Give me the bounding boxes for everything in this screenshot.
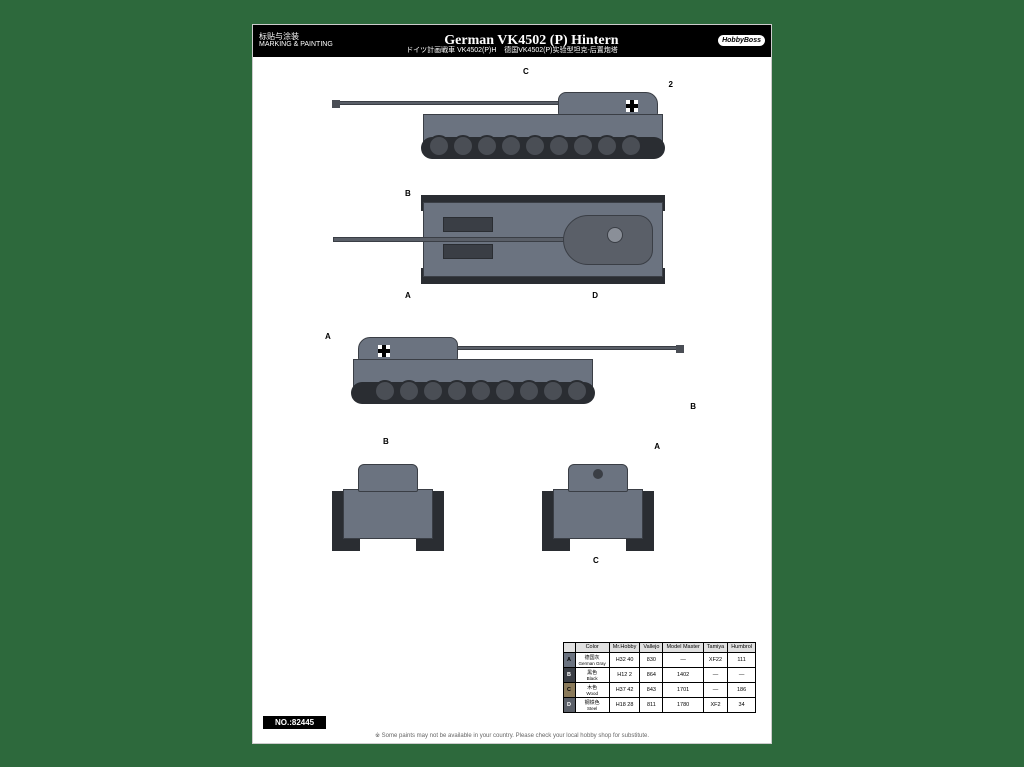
mrhobby-code: H18 28: [609, 697, 640, 712]
mm-code: 1701: [663, 682, 703, 697]
balkenkreuz-icon: [626, 100, 638, 112]
vallejo-code: 864: [640, 667, 663, 682]
side-view-right: [333, 317, 683, 412]
color-name: 钢铁色Steel: [575, 697, 609, 712]
tamiya-code: XF2: [703, 697, 727, 712]
tamiya-code: —: [703, 682, 727, 697]
color-name: 黑色Black: [575, 667, 609, 682]
col-mrhobby: Mr.Hobby: [609, 642, 640, 652]
wheel: [566, 380, 588, 402]
table-row: C 木色Wood H37 42 843 1701 — 186: [563, 682, 755, 697]
wheel: [572, 135, 594, 157]
col-humbrol: Humbrol: [728, 642, 756, 652]
wheel: [596, 135, 618, 157]
col-tamiya: Tamiya: [703, 642, 727, 652]
wheel: [476, 135, 498, 157]
instruction-sheet: 标贴与涂装 MARKING & PAINTING German VK4502 (…: [252, 24, 772, 744]
color-reference-table: Color Mr.Hobby Vallejo Model Master Tami…: [563, 642, 756, 713]
gun-barrel: [448, 346, 683, 350]
wheel: [524, 135, 546, 157]
marker-b: B: [383, 437, 389, 446]
mm-code: 1780: [663, 697, 703, 712]
marking-cn: 标贴与涂装: [259, 32, 333, 42]
wheel: [500, 135, 522, 157]
vallejo-code: 830: [640, 652, 663, 667]
balkenkreuz-icon: [378, 345, 390, 357]
marker-2: 2: [669, 80, 673, 89]
mrhobby-code: H37 42: [609, 682, 640, 697]
table-row: B 黑色Black H12 2 864 1402 — —: [563, 667, 755, 682]
row-id: C: [563, 682, 575, 697]
humbrol-code: 34: [728, 697, 756, 712]
marker-a: A: [405, 291, 411, 300]
hull-front: [553, 489, 643, 539]
header-bar: 标贴与涂装 MARKING & PAINTING German VK4502 (…: [253, 25, 771, 57]
road-wheels: [374, 380, 588, 402]
col-color: Color: [575, 642, 609, 652]
wheel: [446, 380, 468, 402]
vallejo-code: 811: [640, 697, 663, 712]
gun-barrel: [333, 237, 568, 242]
gun-muzzle: [593, 469, 603, 479]
col-vallejo: Vallejo: [640, 642, 663, 652]
mm-code: —: [663, 652, 703, 667]
wheel: [398, 380, 420, 402]
tamiya-code: XF22: [703, 652, 727, 667]
marker-d: D: [592, 291, 598, 300]
gun-barrel: [333, 101, 568, 105]
hatch: [607, 227, 623, 243]
wheel: [470, 380, 492, 402]
marker-b: B: [405, 189, 411, 198]
humbrol-code: 111: [728, 652, 756, 667]
footer: ※ Some paints may not be available in yo…: [263, 732, 761, 739]
mrhobby-code: H12 2: [609, 667, 640, 682]
color-name: 木色Wood: [575, 682, 609, 697]
vallejo-code: 843: [640, 682, 663, 697]
subtitle: ドイツ計画戦車 VK4502(P)H 德国VK4502(P)实验型坦克-后置炮塔: [253, 45, 771, 55]
col-mm: Model Master: [663, 642, 703, 652]
marker-a: A: [654, 442, 660, 451]
row-id: A: [563, 652, 575, 667]
wheel: [374, 380, 396, 402]
hull-rear: [343, 489, 433, 539]
rear-view: [318, 447, 458, 557]
vent: [443, 217, 493, 232]
diagram-area: C 2 B A D: [253, 57, 771, 743]
tamiya-code: —: [703, 667, 727, 682]
row-id: D: [563, 697, 575, 712]
wheel: [518, 380, 540, 402]
color-name: 德国灰German Gray: [575, 652, 609, 667]
wheel: [452, 135, 474, 157]
wheel: [620, 135, 642, 157]
front-view: A C: [528, 447, 668, 557]
footer-note: ※ Some paints may not be available in yo…: [263, 732, 761, 739]
wheel: [428, 135, 450, 157]
road-wheels: [428, 135, 642, 157]
humbrol-code: 186: [728, 682, 756, 697]
vent: [443, 244, 493, 259]
top-view: B A D: [333, 187, 683, 292]
wheel: [548, 135, 570, 157]
marker-c: C: [523, 67, 529, 76]
mm-code: 1402: [663, 667, 703, 682]
subtitle-cn: 德国VK4502(P)实验型坦克-后置炮塔: [504, 47, 618, 54]
table-row: A 德国灰German Gray H32 40 830 — XF22 111: [563, 652, 755, 667]
subtitle-jp: ドイツ計画戦車 VK4502(P)H: [406, 47, 496, 54]
side-view-left: C 2: [333, 72, 683, 167]
table-header-row: Color Mr.Hobby Vallejo Model Master Tami…: [563, 642, 755, 652]
marker-a: A: [325, 332, 331, 341]
wheel: [494, 380, 516, 402]
row-id: B: [563, 667, 575, 682]
mrhobby-code: H32 40: [609, 652, 640, 667]
wheel: [542, 380, 564, 402]
item-number: NO.:82445: [263, 716, 326, 729]
col-blank: [563, 642, 575, 652]
humbrol-code: —: [728, 667, 756, 682]
table-row: D 钢铁色Steel H18 28 811 1780 XF2 34: [563, 697, 755, 712]
marker-b: B: [690, 402, 696, 411]
wheel: [422, 380, 444, 402]
marker-c: C: [593, 556, 599, 565]
turret-rear: [358, 464, 418, 492]
